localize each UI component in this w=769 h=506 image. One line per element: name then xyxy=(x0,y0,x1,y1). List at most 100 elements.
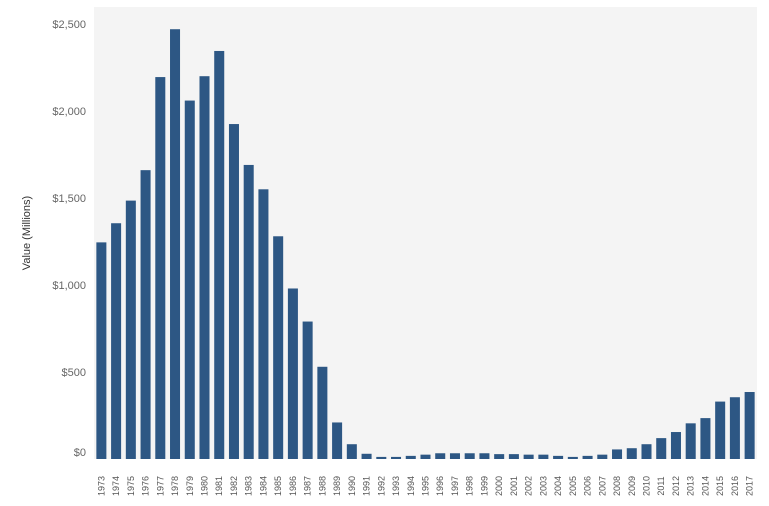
y-tick-label: $1,000 xyxy=(52,280,86,292)
bar xyxy=(361,453,372,459)
bar xyxy=(125,200,136,460)
bar xyxy=(420,454,431,459)
x-tick-label: 2009 xyxy=(627,476,637,496)
x-tick-label: 1977 xyxy=(155,476,165,496)
x-tick-label: 1984 xyxy=(258,476,268,496)
bar xyxy=(140,170,151,459)
x-tick-label: 2014 xyxy=(700,476,710,496)
bar xyxy=(346,444,357,459)
x-tick-label: 1985 xyxy=(273,476,283,496)
bar xyxy=(214,50,225,459)
bar xyxy=(538,454,549,459)
x-tick-label: 2005 xyxy=(568,476,578,496)
bar xyxy=(287,288,298,459)
bar xyxy=(199,76,210,459)
x-tick-label: 1979 xyxy=(185,476,195,496)
bar xyxy=(685,423,696,459)
x-tick-label: 2010 xyxy=(642,476,652,496)
bar xyxy=(641,444,652,459)
bar xyxy=(508,454,519,459)
bar xyxy=(96,242,107,459)
bar xyxy=(597,454,608,459)
x-tick-label: 1980 xyxy=(200,476,210,496)
x-tick-label: 2006 xyxy=(583,476,593,496)
x-tick-label: 1983 xyxy=(244,476,254,496)
y-tick-label: $2,500 xyxy=(52,19,86,31)
x-tick-label: 1995 xyxy=(421,476,431,496)
bar xyxy=(243,164,254,459)
bar xyxy=(435,453,446,459)
x-tick-label: 2015 xyxy=(715,476,725,496)
x-tick-label: 2001 xyxy=(509,476,519,496)
x-tick-label: 1987 xyxy=(303,476,313,496)
x-tick-label: 2017 xyxy=(745,476,755,496)
x-tick-label: 2013 xyxy=(686,476,696,496)
x-tick-label: 2016 xyxy=(730,476,740,496)
bar xyxy=(258,189,269,460)
x-tick-label: 2003 xyxy=(538,476,548,496)
x-tick-label: 1994 xyxy=(406,476,416,496)
bar xyxy=(626,448,637,459)
x-tick-label: 1992 xyxy=(376,476,386,496)
x-tick-label: 2000 xyxy=(494,476,504,496)
y-tick-label: $0 xyxy=(74,447,86,459)
bar xyxy=(405,455,416,459)
bar xyxy=(449,453,460,459)
bar xyxy=(715,401,726,459)
x-tick-label: 1988 xyxy=(317,476,327,496)
y-axis-ticks: $0 $500 $1,000 $1,500 $2,000 $2,500 xyxy=(52,19,86,459)
bar xyxy=(391,456,402,459)
y-tick-label: $1,500 xyxy=(52,193,86,205)
x-tick-label: 1996 xyxy=(435,476,445,496)
bar xyxy=(155,77,166,459)
x-tick-label: 2008 xyxy=(612,476,622,496)
bar xyxy=(744,392,755,459)
bar xyxy=(582,455,593,459)
bar xyxy=(332,422,343,459)
x-tick-label: 1973 xyxy=(96,476,106,496)
x-tick-label: 2002 xyxy=(524,476,534,496)
bar xyxy=(170,29,181,459)
bar xyxy=(700,418,711,459)
x-tick-label: 1974 xyxy=(111,476,121,496)
bar xyxy=(567,456,578,459)
bar xyxy=(479,453,490,459)
x-tick-label: 1991 xyxy=(362,476,372,496)
bar xyxy=(656,438,667,459)
bar xyxy=(729,397,740,459)
bar xyxy=(612,449,623,459)
y-tick-label: $500 xyxy=(62,367,86,379)
bar xyxy=(670,432,681,459)
bar xyxy=(553,455,564,459)
x-tick-label: 2007 xyxy=(597,476,607,496)
x-tick-label: 2004 xyxy=(553,476,563,496)
bar xyxy=(184,100,195,459)
x-tick-label: 1986 xyxy=(288,476,298,496)
x-tick-label: 1978 xyxy=(170,476,180,496)
x-axis-ticks: 1973 1974 1975 1976 1977 1978 1979 1980 1981 1982… xyxy=(96,476,754,496)
x-tick-label: 1998 xyxy=(465,476,475,496)
y-tick-label: $2,000 xyxy=(52,106,86,118)
bars xyxy=(96,29,755,460)
x-tick-label: 1993 xyxy=(391,476,401,496)
x-tick-label: 2012 xyxy=(671,476,681,496)
bar xyxy=(111,223,122,459)
x-tick-label: 1975 xyxy=(126,476,136,496)
bar xyxy=(376,456,387,459)
x-tick-label: 1990 xyxy=(347,476,357,496)
x-tick-label: 1981 xyxy=(214,476,224,496)
bar xyxy=(317,366,328,459)
bar xyxy=(464,453,475,459)
x-tick-label: 1982 xyxy=(229,476,239,496)
y-axis-title: Value (Millions) xyxy=(21,196,33,270)
x-tick-label: 1997 xyxy=(450,476,460,496)
x-tick-label: 1976 xyxy=(141,476,151,496)
x-tick-label: 1999 xyxy=(479,476,489,496)
x-tick-label: 1989 xyxy=(332,476,342,496)
bar xyxy=(494,454,505,459)
bar xyxy=(302,321,313,459)
bar xyxy=(523,454,534,459)
bar xyxy=(273,236,284,459)
